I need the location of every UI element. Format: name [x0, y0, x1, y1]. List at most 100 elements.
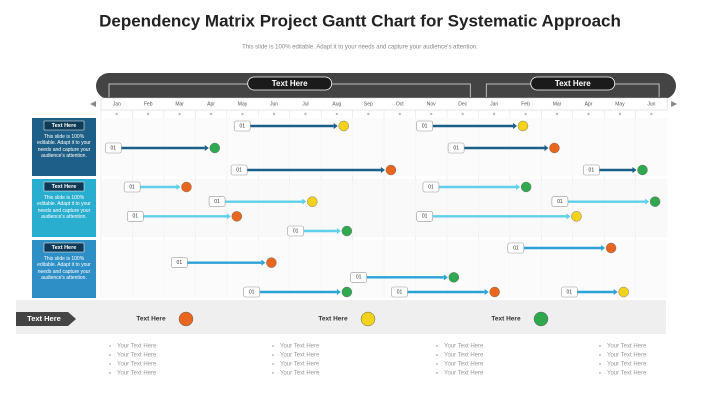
month-label: May: [615, 101, 625, 107]
note-text: Your Text Here: [607, 353, 647, 359]
note-text: Your Text Here: [607, 344, 647, 350]
task-label: 01: [422, 214, 428, 220]
legend-band: [16, 300, 666, 334]
task-label: 01: [453, 145, 459, 151]
month-label: Jul: [302, 101, 308, 107]
task-status: [307, 196, 318, 207]
task-label: 01: [249, 289, 255, 295]
task-status: [637, 164, 648, 176]
month-dot: [430, 112, 433, 116]
group-text: This slide is 100% editable. Adapt it to…: [37, 256, 91, 282]
task-arrow: [512, 123, 517, 129]
task-label: 01: [513, 245, 519, 251]
note-bullet: [109, 354, 111, 356]
month-dot: [115, 112, 118, 116]
note-bullet: [272, 363, 274, 365]
note-text: Your Text Here: [117, 362, 157, 368]
task-status: [618, 286, 629, 298]
note-text: Your Text Here: [280, 362, 320, 368]
task-arrow: [632, 167, 637, 173]
note-bullet: [272, 345, 274, 347]
note-text: Your Text Here: [444, 371, 484, 377]
period-pill: [530, 76, 616, 91]
month-dot: [492, 112, 496, 116]
task-tag: [391, 286, 408, 298]
task-label: 01: [111, 145, 117, 151]
task-status: [266, 257, 277, 268]
task-arrow: [645, 198, 650, 205]
task-status: [489, 286, 500, 298]
note-text: Your Text Here: [607, 362, 647, 368]
task-status: [341, 286, 353, 298]
task-tag: [287, 225, 305, 237]
task-status: [338, 120, 349, 132]
task-arrow: [601, 245, 606, 251]
subtitle: This slide is 100% editable. Adapt it to…: [242, 45, 478, 51]
task-label: 01: [397, 289, 403, 295]
task-arrow: [484, 289, 489, 295]
task-tag: [230, 164, 248, 176]
month-label: Mar: [553, 101, 562, 107]
note-text: Your Text Here: [280, 353, 320, 359]
legend-label: Text Here: [491, 316, 521, 323]
note-bullet: [436, 363, 438, 365]
note-bullet: [272, 354, 274, 356]
task-status: [649, 196, 661, 207]
note-text: Your Text Here: [607, 371, 647, 377]
task-status: [385, 164, 397, 176]
month-dot: [398, 112, 401, 116]
task-status: [209, 142, 220, 154]
task-arrow: [336, 289, 341, 295]
month-dot: [524, 112, 527, 116]
task-label: 01: [133, 214, 139, 220]
task-tag: [416, 120, 433, 132]
month-label: Feb: [521, 101, 530, 107]
task-arrow: [176, 184, 181, 190]
task-label: 01: [239, 123, 245, 129]
month-label: Jan: [490, 101, 498, 107]
task-arrow: [613, 289, 618, 295]
task-label: 01: [589, 167, 595, 173]
task-tag: [123, 181, 141, 193]
month-label: Apr: [585, 101, 593, 107]
legend-label: Text Here: [136, 316, 166, 323]
task-label: 01: [214, 199, 220, 205]
group-label: Text Here: [52, 245, 77, 251]
group-label-box: [43, 181, 85, 192]
task-tag: [208, 196, 226, 207]
month-label: Jan: [113, 101, 121, 107]
task-arrow: [204, 145, 209, 151]
month-label: Jun: [647, 101, 655, 107]
group-bg: [101, 179, 668, 237]
month-dot: [555, 112, 559, 116]
legend-tag: [16, 312, 76, 326]
month-label: Aug: [332, 101, 341, 107]
task-label: 01: [567, 289, 573, 295]
task-tag: [233, 120, 251, 132]
month-dot: [587, 112, 590, 116]
arrow-left: [90, 101, 96, 107]
month-label: Nov: [427, 101, 436, 107]
task-status: [448, 272, 460, 283]
task-arrow: [261, 259, 266, 266]
task-tag: [127, 211, 144, 222]
task-status: [517, 120, 529, 132]
note-bullet: [109, 372, 111, 374]
period-label: Text Here: [555, 79, 591, 88]
task-tag: [583, 164, 600, 176]
month-dot: [241, 112, 244, 116]
task-arrow: [566, 213, 571, 220]
task-label: 01: [293, 228, 299, 234]
month-label: Apr: [207, 101, 215, 107]
legend-label: Text Here: [318, 316, 348, 323]
task-label: 01: [356, 275, 362, 281]
period-label: Text Here: [272, 79, 308, 88]
period-band: [96, 73, 676, 99]
month-label: Oct: [396, 101, 404, 107]
month-label: Mar: [175, 101, 184, 107]
note-bullet: [599, 363, 601, 365]
note-bullet: [436, 354, 438, 356]
task-tag: [104, 142, 122, 154]
legend-swatch: [178, 311, 194, 327]
